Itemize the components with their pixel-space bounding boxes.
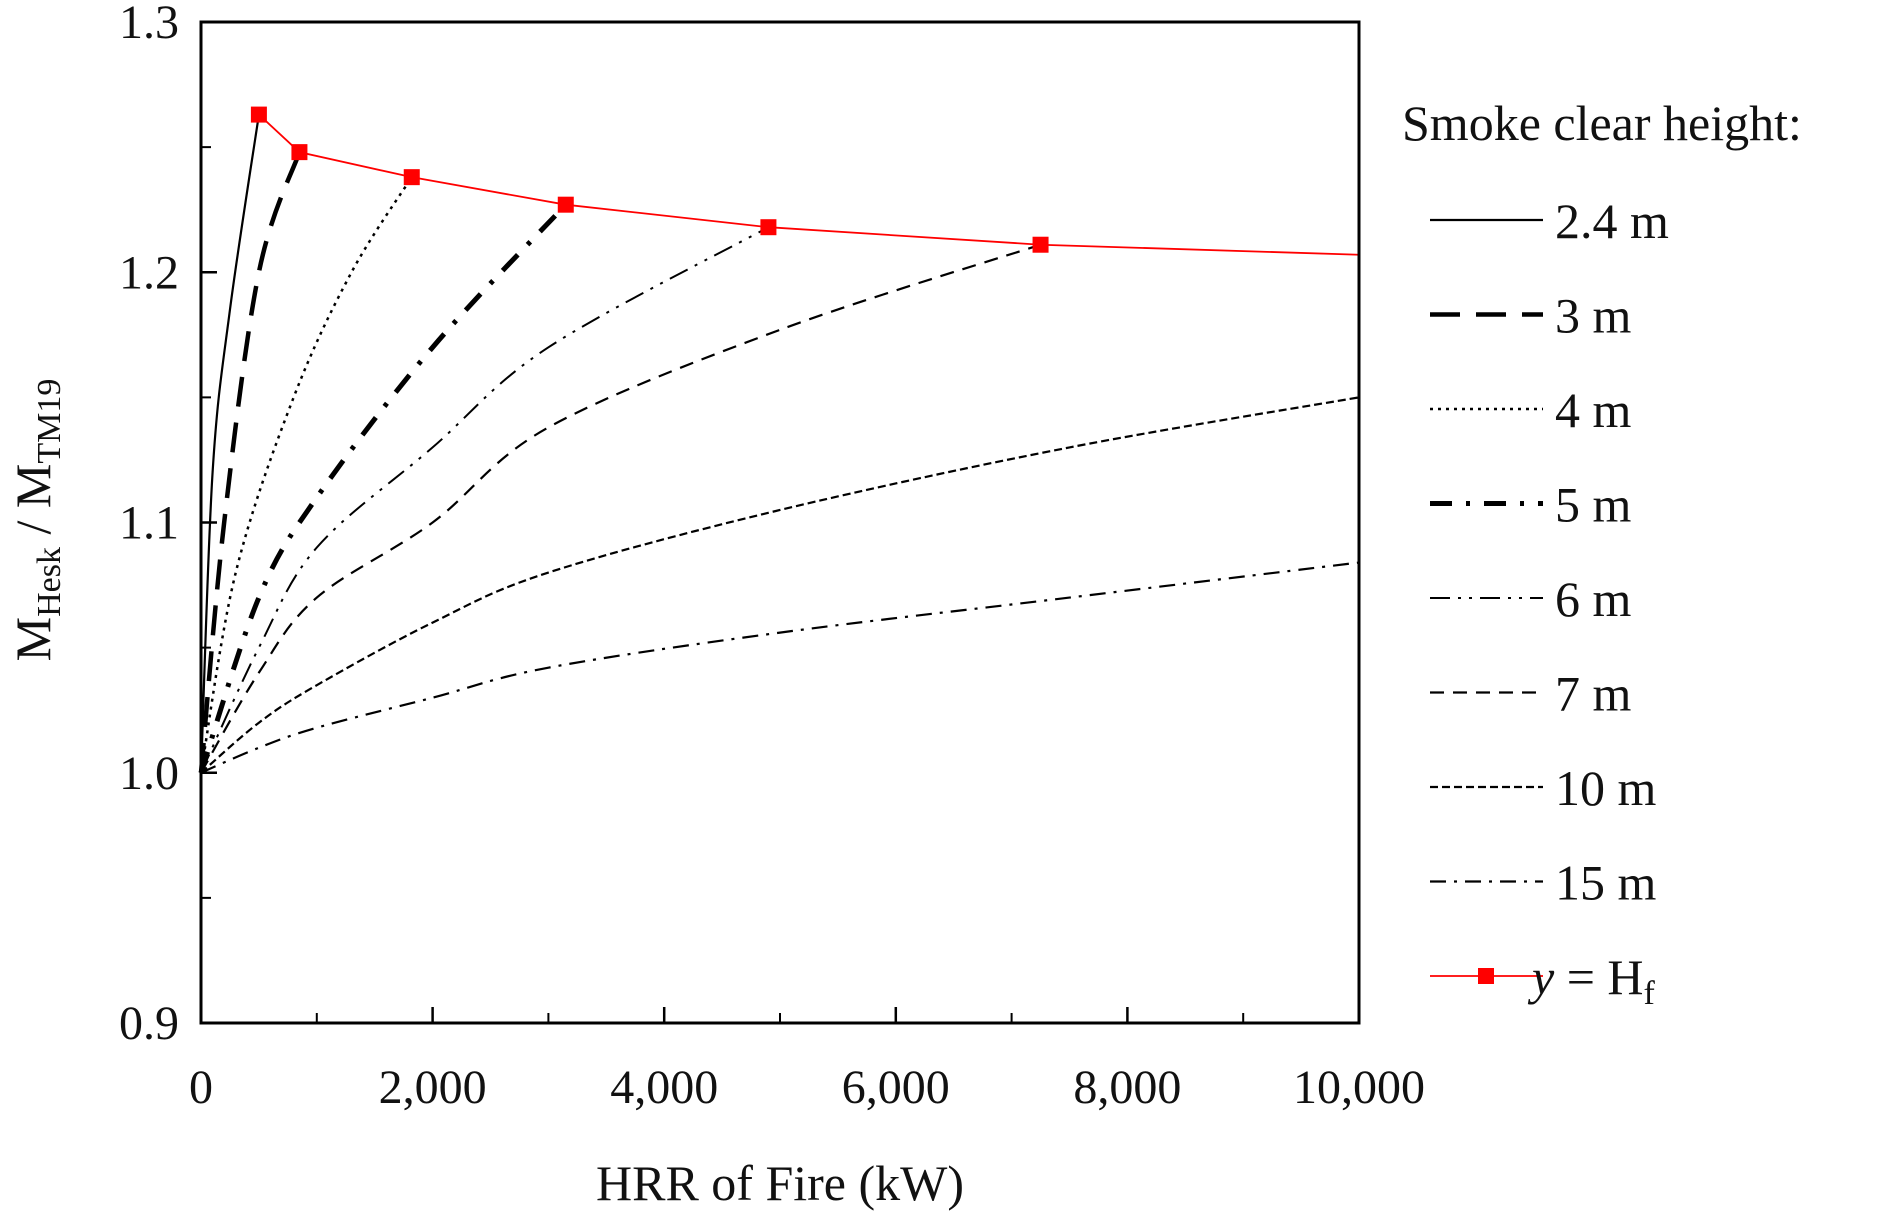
x-axis-label: HRR of Fire (kW) bbox=[596, 1155, 964, 1211]
series-marker bbox=[250, 106, 267, 123]
series-line-2-4-m bbox=[199, 114, 260, 773]
series-marker bbox=[557, 196, 574, 213]
x-tick-label: 2,000 bbox=[379, 1061, 487, 1114]
legend: 2.4 m 3 m 4 m 5 m 6 m 7 m 10 m 15 m y = Hf bbox=[1430, 193, 1669, 1012]
y-axis-label: MHesk / MTM19 bbox=[5, 379, 68, 662]
series-line-y-eq-hf bbox=[258, 113, 1360, 256]
legend-label-7-m: 7 m bbox=[1555, 666, 1632, 722]
legend-label-6-m: 6 m bbox=[1555, 571, 1632, 627]
series-marker bbox=[403, 169, 420, 186]
legend-label-10-m: 10 m bbox=[1555, 760, 1657, 816]
x-tick-label: 4,000 bbox=[610, 1061, 718, 1114]
series-marker bbox=[291, 144, 308, 161]
series-line-4-m bbox=[199, 176, 413, 773]
series-line-7-m bbox=[200, 243, 1041, 774]
legend-label-4-m: 4 m bbox=[1555, 382, 1632, 438]
series-line-3-m bbox=[198, 151, 302, 773]
legend-label-3-m: 3 m bbox=[1555, 288, 1632, 344]
axis-ticks: 0 2,000 4,000 6,000 8,000 10,000 0.9 1.0 1.1 1.2 1… bbox=[119, 0, 1425, 1114]
series-marker bbox=[760, 219, 777, 236]
y-tick-label: 1.2 bbox=[119, 246, 179, 299]
legend-marker bbox=[1478, 968, 1494, 984]
series-line-15-m bbox=[200, 561, 1360, 774]
x-tick-label: 8,000 bbox=[1073, 1061, 1181, 1114]
series-line-5-m bbox=[198, 202, 568, 774]
x-tick-label: 10,000 bbox=[1293, 1061, 1425, 1114]
y-tick-label: 1.0 bbox=[119, 747, 179, 800]
series-line-6-m bbox=[200, 226, 769, 774]
y-tick-label: 1.3 bbox=[119, 0, 179, 49]
legend-label-2-4-m: 2.4 m bbox=[1555, 193, 1669, 249]
legend-label-5-m: 5 m bbox=[1555, 477, 1632, 533]
legend-label-y-eq-hf: y = Hf bbox=[1527, 949, 1656, 1012]
legend-label-15-m: 15 m bbox=[1555, 855, 1657, 911]
x-tick-label: 6,000 bbox=[842, 1061, 950, 1114]
legend-title: Smoke clear height: bbox=[1402, 95, 1802, 151]
plot-frame bbox=[199, 20, 1361, 1025]
series-marker bbox=[1032, 236, 1049, 253]
series-line-10-m bbox=[200, 396, 1360, 774]
y-tick-label: 1.1 bbox=[119, 497, 179, 550]
y-tick-label: 0.9 bbox=[119, 997, 179, 1050]
plot-area bbox=[198, 106, 1360, 774]
x-tick-label: 0 bbox=[189, 1061, 213, 1114]
